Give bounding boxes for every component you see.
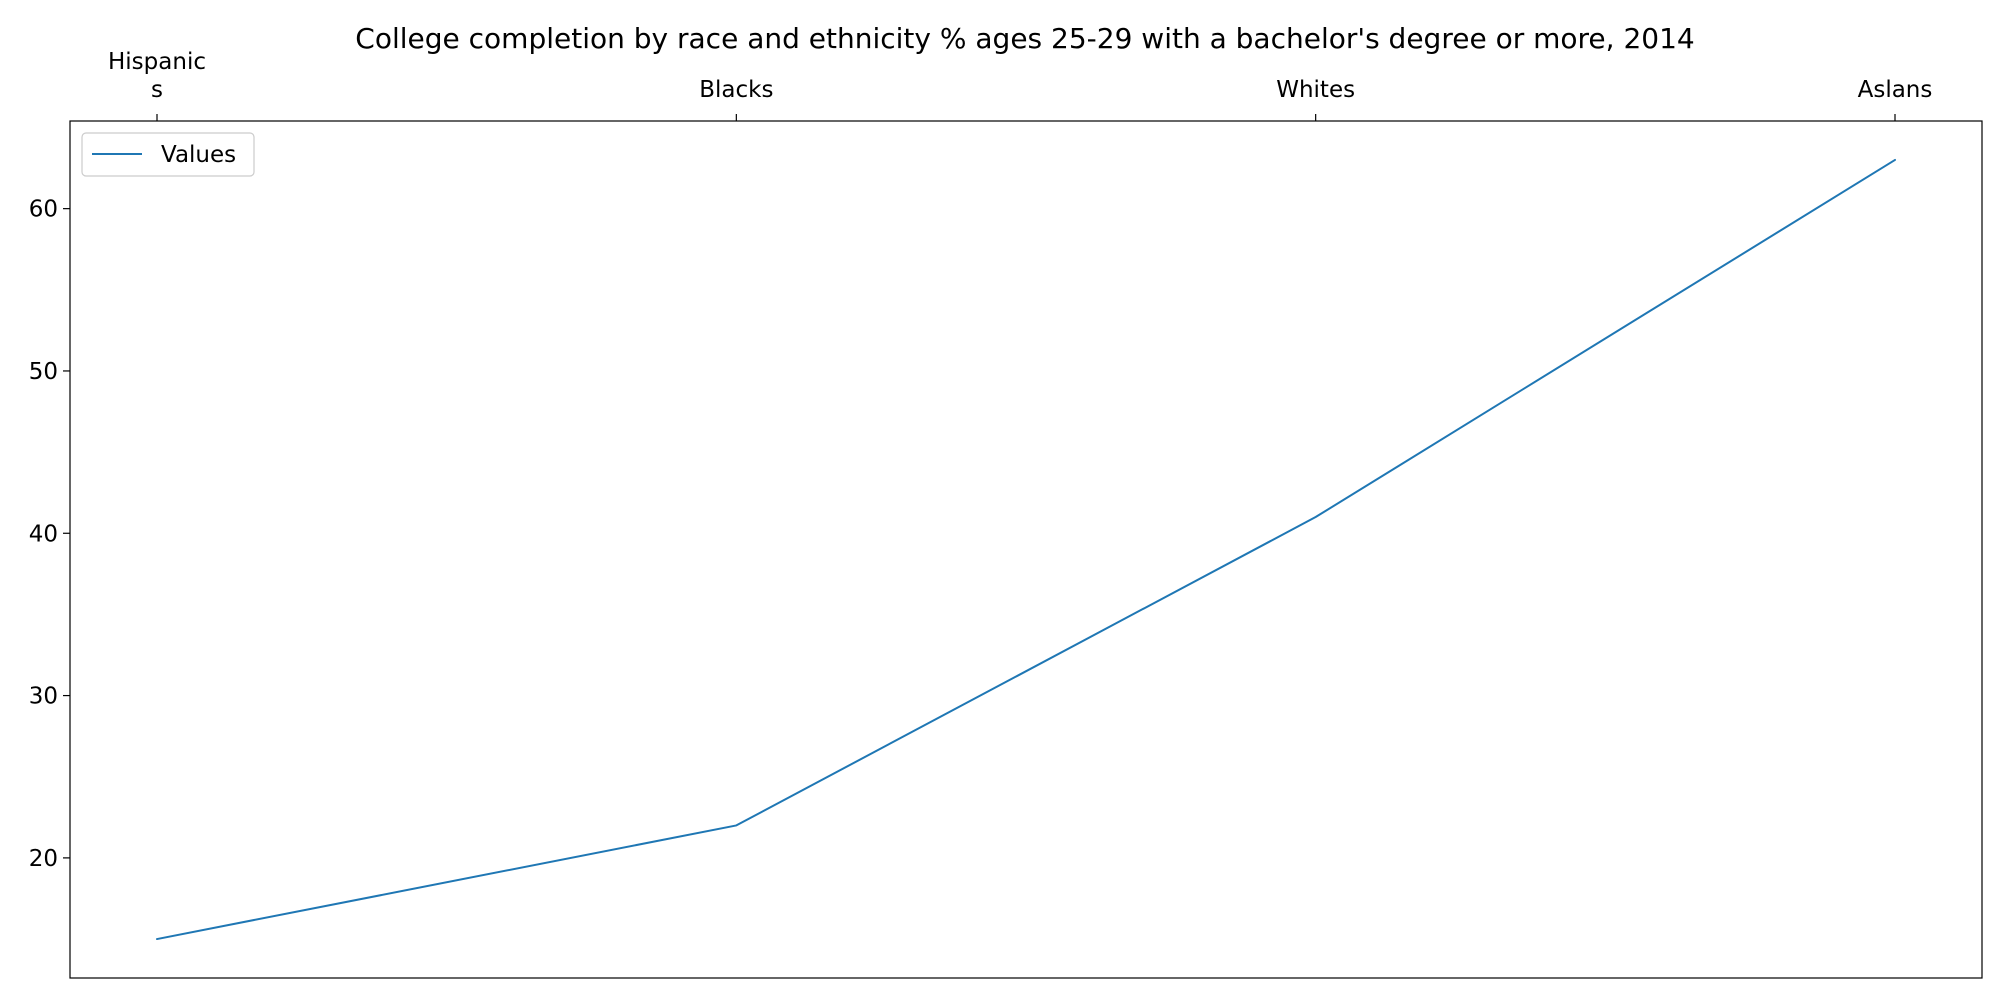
series-layer — [157, 160, 1895, 939]
x-tick-label: Hispanic — [108, 49, 206, 75]
y-tick-label: 40 — [29, 521, 58, 547]
chart-title: College completion by race and ethnicity… — [355, 22, 1694, 55]
y-tick-label: 20 — [29, 846, 58, 872]
y-tick-label: 50 — [29, 359, 58, 385]
x-tick-label: Blacks — [699, 77, 773, 103]
x-tick-label: Whites — [1276, 77, 1355, 103]
y-tick-label: 60 — [29, 197, 58, 223]
y-tick-label: 30 — [29, 684, 58, 710]
x-tick-label: Aslans — [1858, 77, 1933, 103]
plot-area — [70, 121, 1982, 978]
x-tick-label: s — [151, 77, 163, 103]
legend: Values — [82, 133, 254, 176]
y-axis: 20 30 40 50 60 — [29, 197, 70, 872]
series-line — [157, 160, 1895, 939]
legend-label: Values — [161, 142, 236, 168]
